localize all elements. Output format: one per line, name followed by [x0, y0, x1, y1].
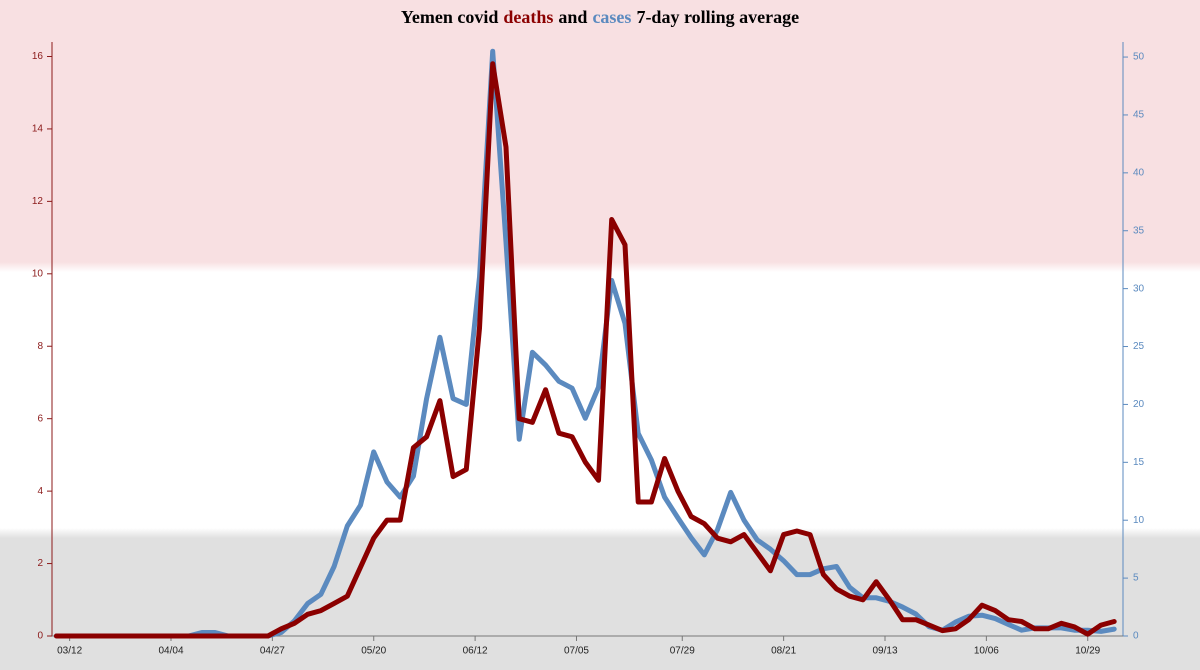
title-part: deaths	[503, 7, 553, 27]
y-tick-label: 10	[32, 268, 44, 279]
title-part: and	[558, 7, 587, 27]
x-tick-label: 03/12	[57, 646, 82, 657]
y-tick-label: 16	[32, 51, 44, 62]
title-part: 7-day rolling average	[636, 7, 799, 27]
y2-tick-label: 35	[1133, 225, 1145, 236]
y-tick-label: 8	[37, 341, 43, 352]
y-tick-label: 2	[37, 558, 43, 569]
y2-tick-label: 45	[1133, 110, 1145, 121]
y2-tick-label: 0	[1133, 631, 1139, 642]
y2-tick-label: 20	[1133, 399, 1145, 410]
y-tick-label: 14	[32, 124, 44, 135]
x-tick-label: 08/21	[771, 646, 796, 657]
x-tick-label: 07/29	[670, 646, 695, 657]
series-line	[53, 61, 1117, 639]
x-tick-label: 04/27	[260, 646, 285, 657]
y-tick-label: 0	[37, 631, 43, 642]
y-tick-label: 12	[32, 196, 44, 207]
y2-tick-label: 50	[1133, 52, 1145, 63]
y2-tick-label: 40	[1133, 167, 1145, 178]
x-tick-label: 10/29	[1075, 646, 1100, 657]
series-line	[53, 48, 1117, 639]
x-tick-label: 06/12	[463, 646, 488, 657]
x-tick-label: 05/20	[361, 646, 386, 657]
y2-tick-label: 30	[1133, 283, 1145, 294]
x-tick-label: 04/04	[158, 646, 183, 657]
y-tick-label: 4	[37, 486, 43, 497]
y2-tick-label: 5	[1133, 573, 1139, 584]
chart-title: Yemen covid deaths and cases 7-day rolling a…	[401, 7, 799, 27]
x-tick-label: 07/05	[564, 646, 589, 657]
x-tick-label: 09/13	[872, 646, 897, 657]
title-part: Yemen covid	[401, 7, 499, 27]
title-part: cases	[592, 7, 631, 27]
y-tick-label: 6	[37, 413, 43, 424]
y2-tick-label: 10	[1133, 515, 1145, 526]
y2-tick-label: 25	[1133, 341, 1145, 352]
y2-tick-label: 15	[1133, 457, 1145, 468]
x-tick-label: 10/06	[974, 646, 999, 657]
